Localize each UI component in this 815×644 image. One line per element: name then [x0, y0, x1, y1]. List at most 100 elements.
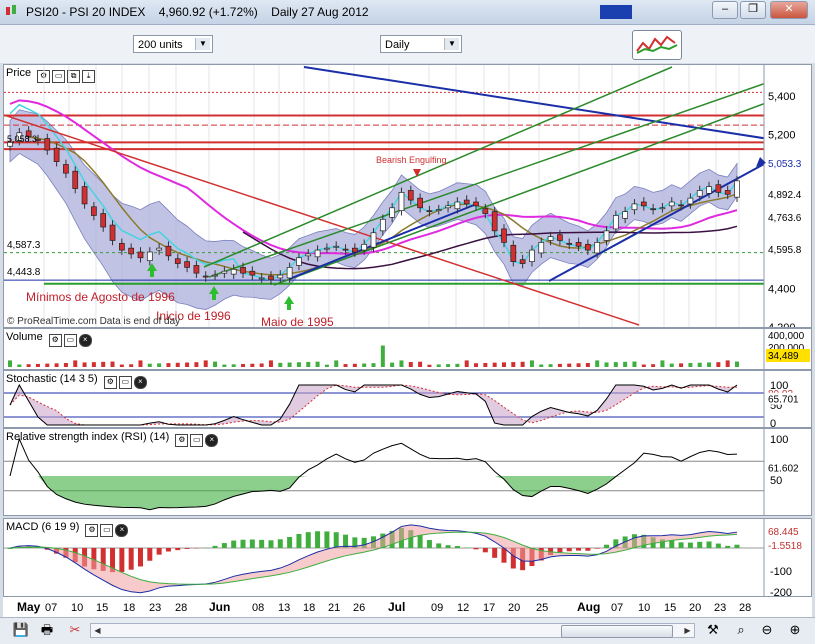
- macd-histogram-bar: [119, 548, 124, 572]
- candle-up: [231, 269, 236, 274]
- volume-bar: [325, 365, 329, 367]
- candle-up: [436, 210, 441, 211]
- time-scrollbar[interactable]: ◀ ▶: [90, 623, 695, 638]
- candle-down: [250, 271, 255, 275]
- candle-down: [567, 243, 572, 244]
- volume-bar: [73, 360, 77, 367]
- stochastic-fill: [10, 385, 737, 425]
- x-tick-label: 07: [611, 602, 623, 614]
- x-tick-label: 20: [508, 602, 520, 614]
- volume-bar: [437, 364, 441, 367]
- candle-down: [241, 267, 246, 273]
- candle-down: [175, 259, 180, 264]
- macd-histogram-bar: [707, 541, 712, 548]
- toolbar: 200 units ▼ Daily ▼: [0, 25, 815, 63]
- indicators-button[interactable]: [632, 30, 682, 60]
- candle-up: [446, 206, 451, 208]
- tools-icon[interactable]: ⚒: [704, 622, 722, 638]
- macd-histogram-bar: [250, 540, 255, 548]
- candle-up: [157, 248, 162, 250]
- candle-up: [222, 271, 227, 273]
- stochastic-panel: Stochastic (14 3 5) ⚙▭× 10050080.0365.70…: [3, 370, 812, 428]
- macd-histogram-bar: [427, 540, 432, 548]
- volume-bar: [166, 363, 170, 367]
- macd-histogram-bar: [725, 546, 730, 548]
- candle-down: [679, 205, 684, 206]
- macd-histogram-bar: [129, 548, 134, 570]
- x-tick-label: 21: [328, 602, 340, 614]
- candle-down: [45, 139, 50, 151]
- delete-tool-icon[interactable]: ✂: [66, 622, 84, 638]
- level-label: 5,058.3: [7, 134, 37, 144]
- volume-bar: [45, 364, 49, 367]
- x-tick-label: 28: [739, 602, 751, 614]
- candle-up: [362, 244, 367, 250]
- candle-down: [101, 214, 106, 227]
- volume-bar: [185, 362, 189, 367]
- volume-bar: [539, 364, 543, 367]
- candle-up: [688, 198, 693, 204]
- y-tick-label: -100: [770, 566, 792, 578]
- volume-bar: [222, 365, 226, 367]
- candle-down: [520, 260, 525, 264]
- close-button[interactable]: ✕: [770, 1, 808, 19]
- scroll-thumb[interactable]: [561, 625, 673, 638]
- volume-bar: [726, 360, 730, 367]
- rsi-panel: Relative strength index (RSI) (14) ⚙▭× 1…: [3, 428, 812, 516]
- volume-bar: [698, 363, 702, 367]
- volume-bar: [55, 363, 59, 367]
- volume-bar: [446, 364, 450, 367]
- volume-bar: [670, 364, 674, 367]
- volume-bar: [716, 362, 720, 367]
- candle-up: [399, 192, 404, 210]
- volume-bar: [241, 364, 245, 367]
- macd-histogram-bar: [669, 540, 674, 548]
- volume-bar: [213, 362, 217, 367]
- units-select[interactable]: 200 units ▼: [133, 35, 213, 53]
- zoom-area-icon[interactable]: ⌕: [732, 622, 750, 638]
- scroll-left-icon[interactable]: ◀: [91, 624, 104, 637]
- rsi-oversold-fill: [10, 476, 737, 510]
- candle-up: [529, 250, 534, 262]
- candle-up: [632, 204, 637, 210]
- volume-bar: [83, 362, 87, 367]
- candles-icon: [4, 4, 18, 18]
- volume-bar: [418, 362, 422, 367]
- macd-fill: [10, 525, 737, 593]
- macd-histogram-bar: [455, 546, 460, 548]
- volume-bar: [530, 360, 534, 367]
- period-select[interactable]: Daily ▼: [380, 35, 462, 53]
- zoom-in-icon[interactable]: ⊕: [786, 622, 804, 638]
- print-icon[interactable]: 🖶: [38, 622, 56, 638]
- zoom-out-icon[interactable]: ⊖: [758, 622, 776, 638]
- restore-button[interactable]: ❐: [740, 1, 766, 19]
- candle-down: [464, 200, 469, 204]
- badge-price: 4,892.4: [768, 190, 802, 201]
- indicators-icon: [633, 31, 681, 59]
- macd-histogram-bar: [446, 545, 451, 548]
- minimize-button[interactable]: –: [712, 1, 738, 19]
- up-arrow-icon: [150, 271, 154, 277]
- x-tick-label: 09: [431, 602, 443, 614]
- stochastic-badge: 65.701: [768, 395, 799, 406]
- volume-bar: [455, 364, 459, 367]
- macd-histogram-bar: [688, 543, 693, 548]
- x-tick-label: 13: [278, 602, 290, 614]
- candle-down: [716, 185, 721, 193]
- scroll-right-icon[interactable]: ▶: [681, 624, 694, 637]
- candle-down: [166, 246, 171, 256]
- badge-top: 5,053.3: [768, 159, 802, 170]
- macd-histogram-bar: [585, 548, 590, 551]
- candle-up: [324, 248, 329, 249]
- volume-bar: [427, 365, 431, 367]
- macd-histogram-bar: [278, 539, 283, 548]
- volume-bar: [642, 365, 646, 367]
- save-icon[interactable]: 💾: [12, 622, 30, 638]
- volume-bar: [250, 364, 254, 367]
- volume-bar: [260, 363, 264, 367]
- candle-down: [54, 148, 59, 161]
- volume-bar: [157, 363, 161, 367]
- rsi-badge: 61.602: [768, 463, 799, 474]
